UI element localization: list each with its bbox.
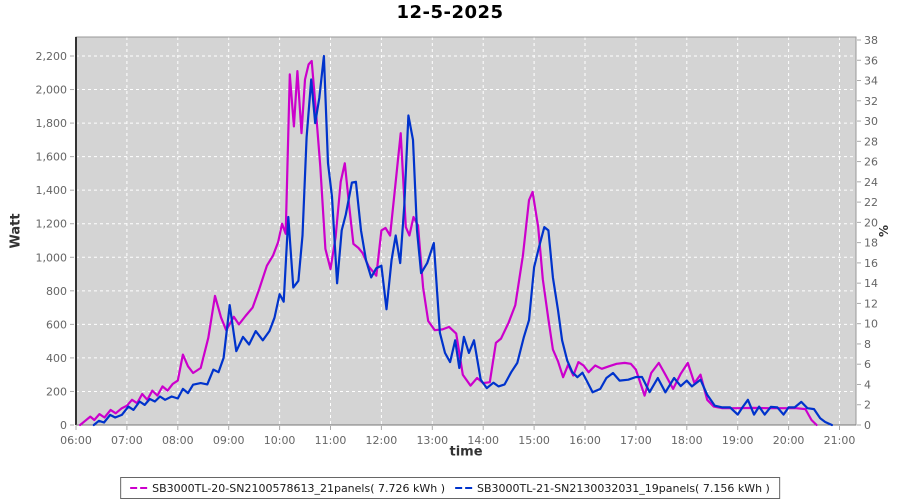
right-tick-label: 10: [864, 318, 878, 331]
bottom-tick-label: 07:00: [111, 434, 143, 447]
bottom-tick-label: 21:00: [824, 434, 856, 447]
right-tick-label: 32: [864, 95, 878, 108]
left-tick-label: 1,000: [36, 251, 68, 264]
y-axis-title-watt: Watt: [8, 213, 24, 249]
left-tick-label: 1,600: [36, 151, 68, 164]
legend-label: SB3000TL-21-SN2130032031_19panels( 7.156…: [477, 481, 770, 495]
legend-line-swatch: [455, 487, 472, 489]
left-tick-label: 800: [46, 285, 67, 298]
right-tick-label: 22: [864, 196, 878, 209]
bottom-tick-label: 12:00: [366, 434, 398, 447]
right-tick-label: 24: [864, 176, 878, 189]
legend-item: SB3000TL-20-SN2100578613_21panels( 7.726…: [130, 482, 445, 495]
right-tick-label: 12: [864, 297, 878, 310]
right-tick-label: 18: [864, 237, 878, 250]
left-tick-label: 2,200: [36, 50, 68, 63]
right-tick-label: 2: [864, 399, 871, 412]
left-tick-label: 1,800: [36, 117, 68, 130]
bottom-tick-label: 13:00: [416, 434, 448, 447]
plot-area-background: [76, 37, 856, 425]
bottom-tick-label: 10:00: [264, 434, 296, 447]
right-tick-label: 4: [864, 378, 871, 391]
bottom-tick-label: 06:00: [60, 434, 92, 447]
legend: SB3000TL-20-SN2100578613_21panels( 7.726…: [120, 477, 780, 499]
left-tick-label: 1,400: [36, 184, 68, 197]
series-line-sb3000tl-21-sn2130032031_19panels: [92, 54, 834, 427]
bottom-tick-label: 11:00: [315, 434, 347, 447]
bottom-tick-label: 09:00: [213, 434, 245, 447]
right-tick-label: 8: [864, 338, 871, 351]
left-tick-label: 600: [46, 318, 67, 331]
right-tick-label: 28: [864, 135, 878, 148]
right-tick-label: 20: [864, 216, 878, 229]
right-tick-label: 16: [864, 257, 878, 270]
series-line-sb3000tl-20-sn2100578613_21panels: [78, 59, 818, 427]
bottom-tick-label: 08:00: [162, 434, 194, 447]
right-tick-label: 0: [864, 419, 871, 432]
bottom-tick-label: 18:00: [671, 434, 703, 447]
bottom-tick-label: 20:00: [773, 434, 805, 447]
legend-label: SB3000TL-20-SN2100578613_21panels( 7.726…: [152, 481, 445, 495]
right-tick-label: 14: [864, 277, 878, 290]
bottom-tick-label: 14:00: [467, 434, 499, 447]
chart-plot-canvas: 02004006008001,0001,2001,4001,6001,8002,…: [36, 34, 879, 447]
bottom-tick-label: 15:00: [518, 434, 550, 447]
right-tick-label: 34: [864, 75, 878, 88]
left-tick-label: 1,200: [36, 218, 68, 231]
left-tick-label: 0: [60, 419, 67, 432]
x-axis-title-time: time: [449, 444, 483, 460]
chart-title: 12-5-2025: [396, 2, 504, 23]
left-tick-label: 200: [46, 385, 67, 398]
left-tick-label: 400: [46, 352, 67, 365]
right-tick-label: 36: [864, 54, 878, 67]
right-tick-label: 30: [864, 115, 878, 128]
y2-axis-title-percent: %: [877, 224, 891, 238]
bottom-tick-label: 16:00: [569, 434, 601, 447]
bottom-tick-label: 17:00: [620, 434, 652, 447]
bottom-tick-label: 19:00: [722, 434, 754, 447]
legend-item: SB3000TL-21-SN2130032031_19panels( 7.156…: [455, 482, 770, 495]
right-tick-label: 6: [864, 358, 871, 371]
left-tick-label: 2,000: [36, 84, 68, 97]
right-tick-label: 38: [864, 34, 878, 47]
right-tick-label: 26: [864, 156, 878, 169]
legend-line-swatch: [130, 487, 148, 489]
